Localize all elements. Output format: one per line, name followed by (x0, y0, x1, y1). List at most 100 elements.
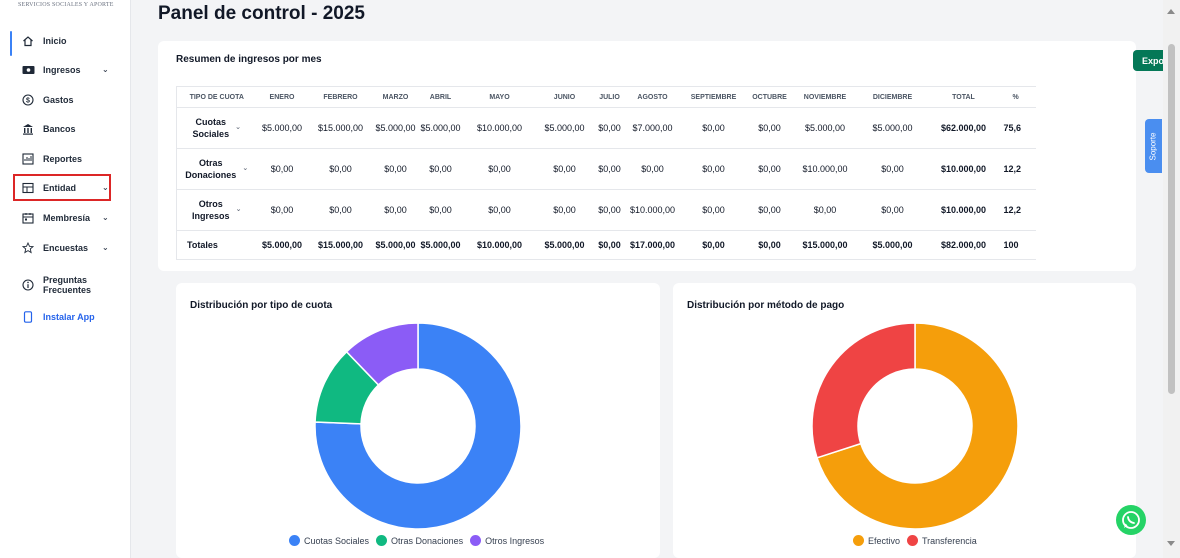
row-total: $10.000,00 (926, 189, 1001, 231)
scrollbar[interactable] (1163, 0, 1180, 558)
sidebar-item-bancos[interactable]: Bancos (0, 118, 130, 140)
row-percent: 100 (1000, 230, 1036, 260)
column-header: FEBRERO (307, 86, 374, 108)
table-cell: $0,00 (593, 189, 626, 231)
sidebar-item-label: Instalar App (43, 312, 95, 322)
chevron-down-icon: ⌄ (235, 124, 241, 131)
legend-label[interactable]: Otros Ingresos (485, 535, 545, 546)
donut-slice-transferencia[interactable] (811, 322, 916, 459)
table-cell: $10.000,00 (791, 148, 859, 190)
column-header: AGOSTO (625, 86, 680, 108)
column-header: SEPTIEMBRE (679, 86, 748, 108)
sidebar-item-label: Gastos (43, 95, 74, 105)
chart-title: Distribución por tipo de cuota (190, 300, 333, 311)
table-cell: $0,00 (747, 189, 792, 231)
selection-highlight (13, 174, 111, 201)
table-cell: $5.000,00 (417, 230, 464, 260)
entity-icon (21, 181, 35, 195)
sidebar-item-instalar-app[interactable]: Instalar App (0, 306, 130, 328)
sidebar-item-label: Preguntas Frecuentes (43, 275, 92, 295)
sidebar-item-label: Inicio (43, 36, 67, 46)
table-cell: $0,00 (307, 189, 374, 231)
page-title: Panel de control - 2025 (158, 3, 365, 24)
star-icon (21, 241, 35, 255)
column-header: ENERO (256, 86, 308, 108)
legend-swatch (376, 535, 388, 546)
totals-label: Totales (176, 230, 257, 260)
row-percent: 75,6 (1000, 107, 1036, 149)
sidebar-item-membresia[interactable]: Membresía ⌄ (0, 207, 130, 229)
sidebar-item-ingresos[interactable]: Ingresos ⌄ (0, 59, 130, 81)
donut-chart-metodo-pago (811, 322, 1019, 530)
cash-icon (21, 63, 35, 77)
row-type-toggle[interactable]: Otras Donaciones⌄ (176, 148, 257, 190)
donut-slice-cuotas-sociales[interactable] (314, 322, 522, 530)
column-header: JULIO (593, 86, 626, 108)
scroll-up-arrow-icon[interactable] (1167, 9, 1175, 14)
legend-label[interactable]: Cuotas Sociales (304, 535, 370, 546)
table-cell: $0,00 (858, 148, 927, 190)
table-cell: $10.000,00 (463, 107, 536, 149)
whatsapp-icon[interactable] (1116, 505, 1146, 535)
column-header: MAYO (463, 86, 536, 108)
row-percent: 12,2 (1000, 189, 1036, 231)
table-cell: $5.000,00 (373, 107, 418, 149)
sidebar-item-gastos[interactable]: $ Gastos (0, 89, 130, 111)
table-cell: $7.000,00 (625, 107, 680, 149)
info-icon (21, 278, 35, 292)
table-cell: $0,00 (593, 230, 626, 260)
table-cell: $0,00 (593, 148, 626, 190)
column-header: % (1000, 86, 1036, 108)
scroll-thumb[interactable] (1168, 44, 1175, 394)
scroll-down-arrow-icon[interactable] (1167, 541, 1175, 546)
legend-swatch (853, 535, 864, 546)
table-cell: $5.000,00 (417, 107, 464, 149)
sidebar-item-label: Encuestas (43, 243, 89, 253)
sidebar-item-entidad[interactable]: Entidad ⌄ (0, 177, 130, 199)
table-cell: $5.000,00 (535, 107, 594, 149)
table-cell: $0,00 (463, 189, 536, 231)
sidebar-item-label: Ingresos (43, 65, 81, 75)
phone-icon (21, 310, 35, 324)
donut-slice-efectivo[interactable] (816, 322, 1019, 530)
table-cell: $5.000,00 (858, 230, 927, 260)
table-row: Otros Ingresos⌄ $0,00 $0,00 $0,00 $0,00 $… (176, 189, 1036, 231)
sidebar-item-inicio[interactable]: Inicio (0, 30, 130, 52)
sidebar-item-reportes[interactable]: Reportes (0, 148, 130, 170)
sidebar-item-label: Entidad (43, 183, 76, 193)
chart-legend: Efectivo Transferencia (846, 535, 977, 546)
table-cell: $0,00 (463, 148, 536, 190)
table-cell: $0,00 (256, 148, 308, 190)
chevron-down-icon: ⌄ (102, 213, 109, 222)
calendar-icon (21, 211, 35, 225)
legend-label[interactable]: Transferencia (922, 535, 977, 546)
table-row: Otras Donaciones⌄ $0,00 $0,00 $0,00 $0,00… (176, 148, 1036, 190)
sidebar-item-label: Membresía (43, 213, 91, 223)
sidebar-item-encuestas[interactable]: Encuestas ⌄ (0, 237, 130, 259)
export-button[interactable]: Exportar (1133, 50, 1167, 71)
support-tab[interactable]: Soporte (1145, 119, 1162, 173)
table-cell: $0,00 (747, 148, 792, 190)
row-type-toggle[interactable]: Otros Ingresos⌄ (176, 189, 257, 231)
table-cell: $0,00 (747, 107, 792, 149)
column-header: OCTUBRE (747, 86, 792, 108)
donut-slice-otros-ingresos[interactable] (345, 322, 419, 386)
table-cell: $5.000,00 (535, 230, 594, 260)
sidebar-item-preguntas-frecuentes[interactable]: Preguntas Frecuentes (0, 272, 130, 298)
table-cell: $5.000,00 (256, 230, 308, 260)
table-cell: $15.000,00 (307, 107, 374, 149)
bank-icon (21, 122, 35, 136)
report-icon (21, 152, 35, 166)
table-cell: $0,00 (679, 107, 748, 149)
legend-label[interactable]: Otras Donaciones (391, 535, 464, 546)
row-total: $10.000,00 (926, 148, 1001, 190)
table-cell: $0,00 (417, 148, 464, 190)
table-cell: $0,00 (679, 230, 748, 260)
legend-label[interactable]: Efectivo (868, 535, 901, 546)
row-type-toggle[interactable]: Cuotas Sociales⌄ (176, 107, 257, 149)
table-cell: $0,00 (307, 148, 374, 190)
column-header: TIPO DE CUOTA (176, 86, 257, 108)
table-cell: $5.000,00 (791, 107, 859, 149)
home-icon (21, 34, 35, 48)
legend-swatch (470, 535, 482, 546)
